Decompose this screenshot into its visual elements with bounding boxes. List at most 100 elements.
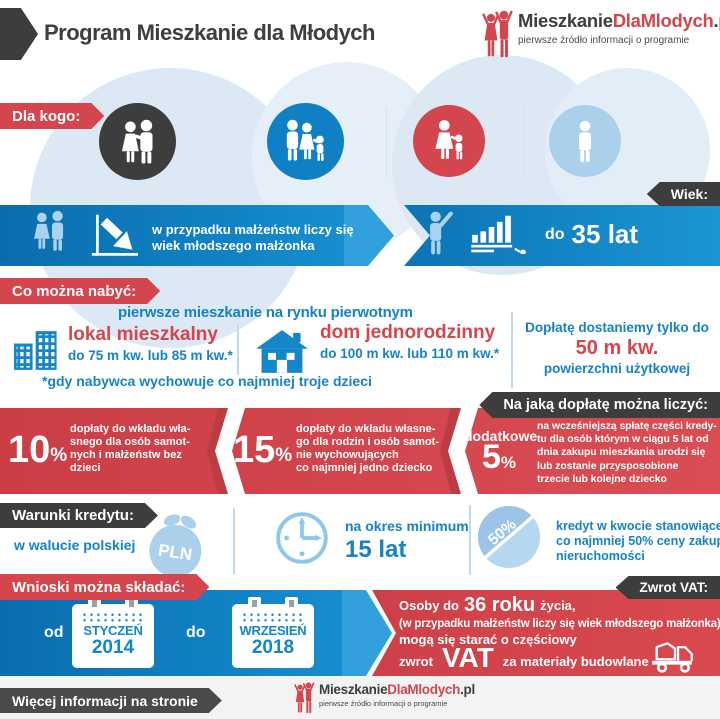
calendar-tab [125,597,138,610]
calendar-start: STYCZEŃ 2014 [72,597,154,668]
subsidy-10-number: 10 [8,429,51,471]
calendar-end-month: WRZESIEŃ [239,623,307,638]
applications-band [0,590,382,676]
limit-line3: powierzchni użytkowej [543,361,691,376]
single-person-icon [561,116,609,166]
subsidy-15-percent: 15% [233,429,293,471]
subsidy-5-text: na wcześniejszą spłatę części kredy- tu … [537,420,717,485]
divider [511,312,513,388]
age-bar-chart-icon [464,214,536,254]
site-logo: MieszkanieDlaMlodych.pl pierwsze źródło … [480,10,720,60]
age-note-line1: w przypadku małżeństw liczy się [152,222,354,237]
clock-icon [274,510,330,566]
logo-brand-dark: Mieszkanie [518,10,613,31]
subsidy-5-percent: 5% [482,438,517,476]
couple-icon [111,116,165,168]
calendar-end: WRZESIEŃ 2018 [232,597,314,668]
lokal-title: lokal mieszkalny [68,324,218,345]
divider [237,325,239,375]
label-zwrot-vat-text: Zwrot VAT: [639,580,709,595]
label-doplata-text: Na jaką dopłatę można liczyć: [503,397,708,413]
subsidy-15-text: dopłaty do wkładu własne- go dla rodzin … [296,423,439,474]
subsidy-15-sign: % [275,445,293,467]
calendar-tab [248,597,261,610]
apartment-buildings-icon [14,327,62,374]
declining-age-chart-icon [88,211,140,259]
audience-single-parent [413,105,485,177]
subsidy-band [0,408,720,494]
label-wiek: Wiek: [646,182,720,206]
divider [386,108,387,178]
page-title: Program Mieszkanie dla Młodych [44,20,375,45]
dom-title: dom jednorodzinny [320,322,496,343]
calendar-tab [285,597,298,610]
age-note-line2: wiek młodszego małżonka [152,238,315,253]
nabycie-headline: pierwsze mieszkanie na rynku pierwotnym [118,304,413,321]
logo-people-icon [293,682,315,715]
dom-size: do 100 m kw. lub 110 m kw.* [320,346,500,361]
lokal-size: do 75 m kw. lub 85 m kw.* [68,348,233,363]
label-dla-kogo: Dla kogo: [0,103,104,129]
vat-line2: (w przypadku małżeństw liczy się wiek mł… [399,618,720,630]
credit-period-line1: na okres minimum [345,518,469,534]
to-word: do [186,624,206,641]
label-warunki-kredytu: Warunki kredytu: [0,503,158,528]
coin-50-icon: 50% [477,505,541,569]
audience-single-person [549,105,621,177]
label-zwrot-vat: Zwrot VAT: [615,576,720,599]
audience-family [267,103,344,180]
subsidy-10-text: dopłaty do wkładu wła- snego dla osób sa… [70,423,191,474]
vat-line3: mogą się starać o częściowy [399,632,577,647]
cement-truck-icon [646,641,704,673]
age-band-right [404,205,720,266]
age-band-left [0,205,382,266]
footer-logo: MieszkanieDlaMlodych.pl pierwsze źródło … [293,682,475,715]
age-couple-icon [30,211,74,259]
calendar-start-month: STYCZEŃ [83,623,143,638]
subsidy-5-number: 5 [482,438,501,476]
family-icon [279,116,333,168]
subsidy-15-number: 15 [233,429,276,471]
vat-line1: Osoby do 36 roku życia, [399,594,576,616]
vat-line4: zwrot VAT za materiały budowlane [399,642,649,673]
person-raised-arm-icon [424,210,458,262]
nabycie-footnote: *gdy nabywca wychowuje co najmniej troje… [42,373,372,389]
limit-line2: 50 m kw. [575,337,659,359]
logo-brand-tld: .pl [713,10,720,31]
label-warunki-text: Warunki kredytu: [12,507,134,524]
subsidy-10-sign: % [50,445,68,467]
label-co-mozna-nabyc-text: Co można nabyć: [12,282,137,300]
label-doplata: Na jaką dopłatę można liczyć: [479,392,720,418]
age-limit: do 35 lat [545,221,638,247]
divider [233,508,235,574]
logo-tagline: pierwsze źródło informacji o programie [518,35,690,46]
logo-people-icon [480,10,514,60]
subsidy-5-sign: % [500,452,517,472]
label-wiek-text: Wiek: [670,186,708,202]
calendar-dots [81,612,145,622]
logo-brand-red: DlaMlodych [612,10,714,31]
subsidy-5-prefix: dodatkowe [464,428,538,444]
money-bag-icon: PLN [143,502,209,580]
credit-amount-text: kredyt w kwocie stanowiącej co najmniej … [556,519,720,563]
house-icon [256,330,308,373]
label-dla-kogo-text: Dla kogo: [12,107,81,125]
calendar-dots [241,612,305,622]
calendar-tab [88,597,101,610]
credit-period-line2: 15 lat [345,536,407,563]
audience-couple [99,103,176,180]
from-word: od [44,624,64,641]
label-wnioski: Wnioski można składać: [0,574,209,600]
subsidy-10-percent: 10% [8,429,68,471]
single-parent-icon [424,116,474,166]
label-wnioski-text: Wnioski można składać: [12,578,186,596]
divider [523,108,524,178]
header-arrow [0,8,38,60]
label-co-mozna-nabyc: Co można nabyć: [0,278,160,304]
calendar-start-year: 2014 [91,637,135,658]
calendar-end-year: 2018 [251,637,295,658]
age-limit-prefix: do [545,226,565,243]
divider [469,505,471,575]
footer-label: Więcej informacji na stronie [0,688,222,713]
